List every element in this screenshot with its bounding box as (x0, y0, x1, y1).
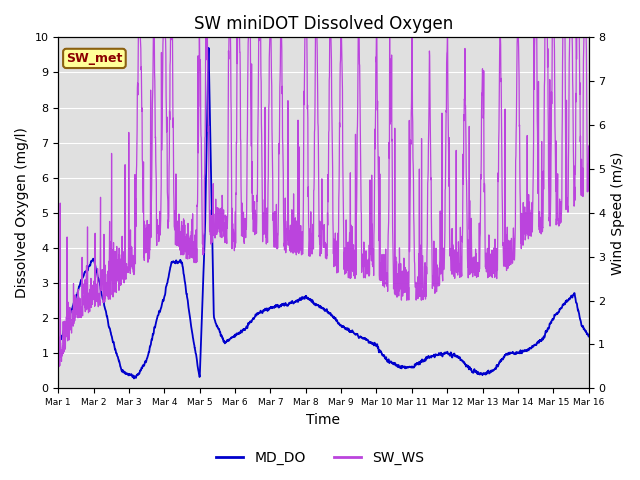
Title: SW miniDOT Dissolved Oxygen: SW miniDOT Dissolved Oxygen (194, 15, 453, 33)
Legend: MD_DO, SW_WS: MD_DO, SW_WS (210, 445, 430, 471)
Text: SW_met: SW_met (66, 52, 123, 65)
Y-axis label: Dissolved Oxygen (mg/l): Dissolved Oxygen (mg/l) (15, 127, 29, 298)
Y-axis label: Wind Speed (m/s): Wind Speed (m/s) (611, 151, 625, 275)
X-axis label: Time: Time (307, 413, 340, 427)
